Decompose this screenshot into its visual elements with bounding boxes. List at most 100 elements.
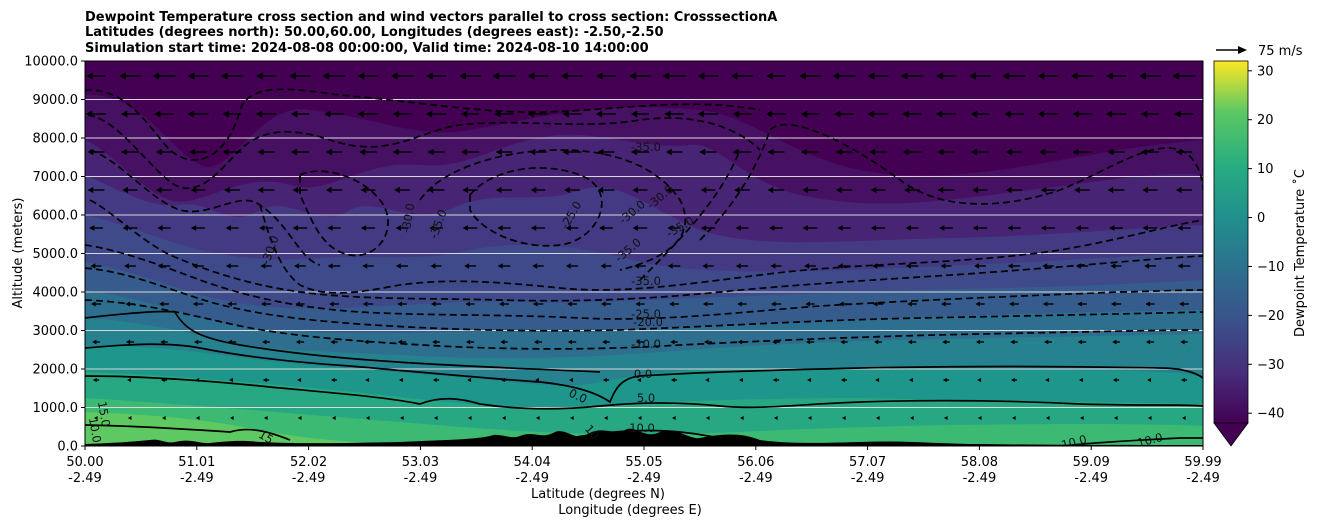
wind-vector (227, 301, 237, 307)
wind-vector (120, 148, 140, 156)
wind-vector (596, 72, 616, 80)
wind-vector (807, 377, 812, 383)
wind-vector (530, 186, 546, 194)
wind-vector-head (155, 148, 162, 156)
wind-vector-head (364, 339, 369, 345)
wind-vector (119, 72, 141, 80)
wind-vector (257, 186, 275, 194)
wind-vector-head (732, 148, 739, 156)
band-10 (85, 398, 1203, 446)
wind-vector-head (327, 263, 333, 269)
x-tick-label-longitude: -2.49 (515, 471, 549, 486)
wind-vector (599, 225, 613, 231)
wind-vector-head (225, 263, 231, 269)
wind-vector-head (904, 186, 910, 194)
wind-vector-head (565, 225, 571, 231)
colorbar-tick-label: 20 (1257, 113, 1274, 128)
wind-vector (972, 225, 988, 231)
contour-label-text: 10.0 (629, 421, 655, 435)
wind-vector (535, 377, 540, 383)
wind-vector-head (494, 110, 501, 118)
wind-vector-head (560, 72, 568, 80)
wind-vector (734, 186, 750, 194)
wind-vector-head (157, 263, 163, 269)
wind-vector (330, 339, 338, 345)
wind-vector-head (705, 377, 710, 383)
wind-vector (867, 72, 889, 80)
wind-vector (567, 339, 577, 345)
wind-vector-head (1172, 72, 1180, 80)
wind-vector (1140, 110, 1160, 118)
y-axis: 0.0 1000.0 2000.0 3000.0 4000.0 5000.0 6000.0 7… (24, 55, 85, 455)
wind-vector (94, 416, 98, 420)
wind-vector-head (940, 301, 946, 307)
wind-vector-head (194, 339, 199, 345)
wind-vector (434, 416, 438, 420)
wind-vector-head (935, 110, 943, 118)
wind-vector-head (1009, 301, 1014, 307)
wind-vector (532, 301, 544, 307)
wind-vector (160, 339, 168, 345)
wind-vector-head (390, 72, 398, 80)
wind-vector-head (1007, 263, 1013, 269)
y-gridlines (85, 99, 1203, 408)
wind-vector-head (365, 416, 370, 420)
wind-vector-head (124, 263, 130, 269)
wind-vector (399, 377, 403, 383)
wind-vector (322, 72, 346, 80)
x-axis-label-latitude: Latitude (degrees N) (531, 487, 665, 502)
wind-vector (1074, 186, 1090, 194)
wind-vector-head (837, 263, 843, 269)
wind-vector-head (262, 377, 267, 383)
wind-vector-head (195, 416, 200, 420)
wind-vector-head (395, 225, 401, 231)
wind-vector (530, 225, 546, 231)
wind-vector (1180, 339, 1188, 345)
wind-vector (869, 148, 887, 156)
wind-vector (634, 263, 646, 269)
wind-vector (637, 377, 642, 383)
wind-vector (765, 110, 787, 118)
wind-vector-head (1114, 416, 1118, 420)
wind-vector (570, 416, 574, 420)
wind-vector-head (1144, 263, 1150, 269)
wind-vector-head (392, 148, 399, 156)
wind-vector (425, 110, 447, 118)
vector-key: 75 m/s (1216, 44, 1303, 59)
wind-vector-head (770, 301, 776, 307)
wind-vector-head (426, 72, 433, 80)
wind-vector-head (567, 339, 573, 345)
wind-vector (260, 301, 272, 307)
wind-vector-head (497, 225, 503, 231)
contour-line (639, 149, 741, 281)
wind-vector-head (774, 416, 778, 420)
x-tick-label-longitude: -2.49 (739, 471, 773, 486)
wind-vector (1145, 339, 1155, 345)
x-tick-label-latitude: 59.99 (1184, 455, 1221, 470)
wind-vector (227, 339, 237, 345)
wind-vector-head (125, 301, 130, 307)
contour-line (259, 204, 1203, 294)
wind-vector-head (1110, 263, 1116, 269)
wind-vector-head (944, 416, 948, 420)
wind-vector (257, 148, 275, 156)
wind-vector-head (910, 416, 914, 420)
wind-vector (770, 301, 782, 307)
wind-vector (124, 263, 136, 269)
wind-vector-head (1147, 377, 1152, 383)
wind-vector (1072, 110, 1092, 118)
wind-vector (327, 263, 341, 269)
wind-vector (1007, 225, 1021, 231)
x-tick-label-latitude: 52.02 (290, 455, 327, 470)
wind-vector (295, 301, 305, 307)
wind-vector-head (1007, 225, 1013, 231)
wind-vector-head (807, 416, 812, 420)
wind-vector-head (1037, 72, 1045, 80)
wind-vector-head (766, 72, 773, 80)
wind-vector (85, 110, 107, 118)
wind-vector-head (875, 416, 880, 420)
wind-vector (940, 301, 952, 307)
wind-vector (152, 72, 176, 80)
wind-vector (670, 339, 678, 345)
wind-vector-head (940, 263, 946, 269)
